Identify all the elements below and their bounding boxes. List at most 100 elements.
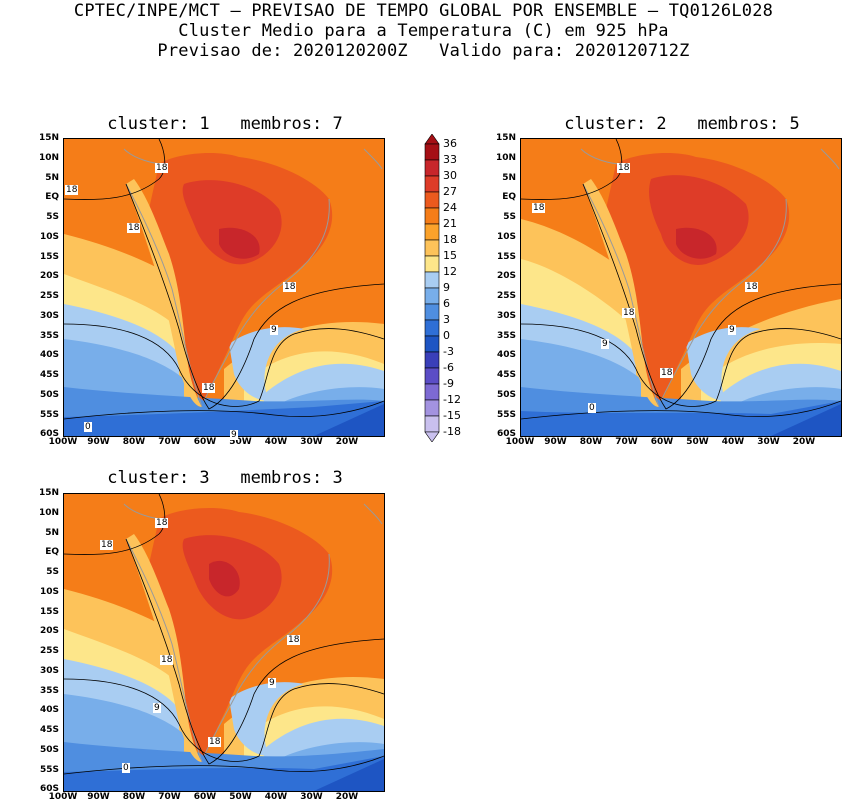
lat-tick-label: 15S <box>39 606 59 617</box>
lon-tick-label: 40W <box>264 437 288 447</box>
contour-label: 18 <box>287 635 301 645</box>
lon-tick-label: 70W <box>615 437 638 447</box>
contour-label: 18 <box>745 282 759 292</box>
contour-label: 18 <box>202 383 216 393</box>
lon-tick-label: 20W <box>335 792 359 802</box>
lon-tick-label: 90W <box>544 437 567 447</box>
lat-tick-label: 30S <box>39 310 59 321</box>
lat-tick-label: 35S <box>496 330 516 341</box>
lat-tick-label: 50S <box>39 744 59 755</box>
contour-label: 18 <box>127 223 141 233</box>
colorbar-swatch <box>424 399 440 417</box>
band--3 <box>314 404 384 436</box>
lat-tick-label: 35S <box>39 330 59 341</box>
lon-tick-label: 60W <box>650 437 674 447</box>
colorbar-swatch <box>424 271 440 289</box>
lon-tick-label: 60W <box>193 437 217 447</box>
andes-band <box>126 534 202 762</box>
lat-tick-label: 20S <box>39 271 59 282</box>
band-0 <box>521 401 841 436</box>
lon-tick-label: 30W <box>757 437 780 447</box>
colorbar-label: 3 <box>443 313 450 326</box>
lon-tick-label: 20W <box>792 437 816 447</box>
colorbar-swatch <box>424 383 440 401</box>
panel-1-title: cluster: 1 membros: 7 <box>107 114 343 134</box>
lat-tick-label: 30S <box>39 665 59 676</box>
lat-tick-label: 40S <box>39 350 59 361</box>
map-panel-cluster-1 <box>63 138 385 437</box>
colorbar-label: 18 <box>443 233 457 246</box>
contour-label: 18 <box>155 163 169 173</box>
lat-tick-label: 5N <box>502 172 516 183</box>
colorbar-label: 9 <box>443 281 450 294</box>
colorbar-label: 21 <box>443 217 457 230</box>
colorbar-label: 24 <box>443 201 457 214</box>
lon-tick-label: 20W <box>335 437 359 447</box>
andes-band <box>583 179 659 407</box>
lat-tick-label: 45S <box>39 725 59 735</box>
lon-tick-label: 60W <box>193 792 217 802</box>
lat-tick-label: 50S <box>496 389 516 400</box>
lon-tick-label: 70W <box>158 792 181 802</box>
lon-tick-label: 90W <box>87 437 110 447</box>
lat-tick-label: 5S <box>46 567 59 577</box>
land-30 <box>219 227 260 259</box>
contour-label: 9 <box>230 430 238 440</box>
contour-label: 0 <box>84 422 92 432</box>
lon-tick-label: 30W <box>300 792 323 802</box>
colorbar-swatch <box>424 319 440 337</box>
lat-tick-label: 15N <box>38 488 59 498</box>
contour-line <box>125 183 384 410</box>
lat-tick-label: 20S <box>39 626 59 637</box>
lat-tick-label: 10N <box>495 152 516 163</box>
contour-label: 9 <box>153 703 161 713</box>
contour-line <box>521 400 841 420</box>
colorbar-label: -12 <box>443 393 461 406</box>
colorbar-bottom-arrow <box>424 431 440 442</box>
contour-label: 9 <box>270 325 278 335</box>
lat-tick-label: 10S <box>496 231 516 242</box>
colorbar-label: 27 <box>443 185 457 198</box>
contour-line <box>64 400 384 420</box>
colorbar-label: -9 <box>443 377 454 390</box>
coastline <box>123 503 383 763</box>
contour-line <box>125 538 384 765</box>
colorbar-swatch <box>424 239 440 257</box>
contour-label: 18 <box>100 540 114 550</box>
land-27 <box>649 175 749 265</box>
band--3 <box>314 759 384 791</box>
colorbar-swatch <box>424 255 440 273</box>
colorbar-label: -18 <box>443 425 461 438</box>
figure-title-line1: CPTEC/INPE/MCT — PREVISAO DE TEMPO GLOBA… <box>73 1 774 21</box>
lat-tick-label: 25S <box>39 646 59 656</box>
colorbar-swatch <box>424 367 440 385</box>
lat-tick-label: 60S <box>39 784 59 795</box>
lat-tick-label: EQ <box>502 192 516 203</box>
contour-label: 18 <box>65 185 79 195</box>
lon-tick-label: 70W <box>158 437 181 447</box>
lat-tick-label: 45S <box>496 370 516 380</box>
colorbar <box>424 134 440 442</box>
figure-title-line2: Cluster Medio para a Temperatura (C) em … <box>178 21 669 41</box>
colorbar-swatch <box>424 207 440 225</box>
lat-tick-label: 5S <box>46 212 59 222</box>
figure-title-line3: Previsao de: 2020120200Z Valido para: 20… <box>157 41 690 61</box>
colorbar-label: 12 <box>443 265 457 278</box>
band-0 <box>64 756 384 791</box>
colorbar-label: 0 <box>443 329 450 342</box>
band--3 <box>771 404 841 436</box>
lat-tick-label: EQ <box>45 192 59 203</box>
colorbar-label: -15 <box>443 409 461 422</box>
coastline <box>580 148 840 408</box>
colorbar-label: 36 <box>443 137 457 150</box>
lon-tick-label: 50W <box>229 437 252 447</box>
lat-tick-label: EQ <box>45 547 59 558</box>
contour-label: 9 <box>268 678 276 688</box>
contour-label: 18 <box>622 308 636 318</box>
land-30 <box>676 227 717 259</box>
lat-tick-label: 5N <box>45 527 59 538</box>
lat-tick-label: 15N <box>495 133 516 143</box>
lon-tick-label: 40W <box>721 437 745 447</box>
colorbar-swatch <box>424 223 440 241</box>
lat-tick-label: 50S <box>39 389 59 400</box>
